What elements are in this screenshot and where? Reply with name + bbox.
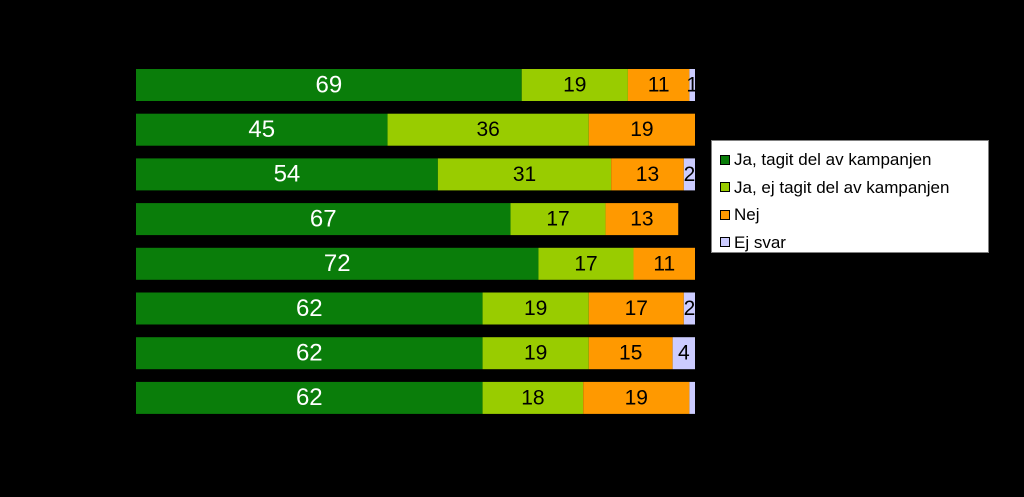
bar-nej-row-7: [588, 337, 673, 370]
data-label-series-1-row-2: 45: [248, 116, 275, 143]
data-label-series-4-row-3: 2: [684, 163, 696, 186]
data-label-series-4-row-7: 4: [678, 342, 690, 365]
legend-label-3: Ej svar: [734, 232, 786, 252]
bar-nej-row-6: [588, 292, 684, 325]
data-label-series-4-row-1: 1: [686, 74, 698, 97]
legend-item-3: Ej svar: [720, 229, 988, 257]
bar-ej-svar-row-3: [683, 158, 695, 191]
legend-label-0: Ja, tagit del av kampanjen: [734, 150, 932, 170]
data-label-series-1-row-8: 62: [296, 384, 323, 411]
legend-item-2: Nej: [720, 201, 988, 229]
data-label-series-2-row-4: 17: [546, 208, 569, 231]
data-label-series-1-row-3: 54: [274, 161, 301, 188]
data-label-series-3-row-4: 13: [630, 208, 653, 231]
bar-nej-row-5: [633, 247, 695, 280]
bar-ja-tagit-del-av-kampanjen-row-4: [136, 203, 511, 236]
legend-label-1: Ja, ej tagit del av kampanjen: [734, 177, 950, 197]
data-label-series-2-row-7: 19: [524, 342, 547, 365]
legend-item-0: Ja, tagit del av kampanjen: [720, 146, 988, 174]
bar-ja-ej-tagit-del-av-kampanjen-row-4: [510, 203, 606, 236]
bar-ja-ej-tagit-del-av-kampanjen-row-6: [482, 292, 589, 325]
bar-ja-tagit-del-av-kampanjen-row-6: [136, 292, 483, 325]
bar-ja-ej-tagit-del-av-kampanjen-row-3: [437, 158, 612, 191]
bar-nej-row-8: [583, 381, 690, 414]
bar-ej-svar-row-1: [689, 69, 695, 101]
data-label-series-2-row-6: 19: [524, 297, 547, 320]
bar-ja-tagit-del-av-kampanjen-row-7: [136, 337, 483, 370]
data-label-series-1-row-6: 62: [296, 295, 323, 322]
data-label-series-3-row-7: 15: [619, 342, 642, 365]
data-label-series-3-row-1: 11: [648, 74, 670, 97]
bar-ja-ej-tagit-del-av-kampanjen-row-2: [387, 113, 589, 146]
bar-ja-ej-tagit-del-av-kampanjen-row-7: [482, 337, 589, 370]
chart-legend: Ja, tagit del av kampanjen Ja, ej tagit …: [711, 140, 989, 253]
bar-ja-tagit-del-av-kampanjen-row-2: [136, 113, 388, 146]
bar-nej-row-3: [611, 158, 684, 191]
data-label-series-1-row-4: 67: [310, 205, 337, 232]
data-label-series-2-row-8: 18: [521, 386, 544, 409]
bar-ja-tagit-del-av-kampanjen-row-5: [136, 247, 539, 280]
bar-ja-ej-tagit-del-av-kampanjen-row-1: [521, 69, 628, 101]
data-label-series-1-row-1: 69: [316, 71, 343, 98]
bar-nej-row-4: [605, 203, 679, 236]
bar-ja-ej-tagit-del-av-kampanjen-row-8: [482, 381, 584, 414]
data-label-series-3-row-2: 19: [630, 118, 653, 141]
data-label-series-2-row-1: 19: [563, 74, 586, 97]
bar-nej-row-1: [627, 69, 690, 101]
data-label-series-3-row-8: 19: [625, 386, 648, 409]
data-label-series-2-row-5: 17: [574, 252, 597, 275]
bar-ej-svar-row-8: [689, 381, 695, 414]
legend-swatch-3: [720, 237, 730, 248]
legend-swatch-1: [720, 182, 730, 193]
data-label-series-1-row-7: 62: [296, 340, 323, 367]
bar-ja-tagit-del-av-kampanjen-row-3: [136, 158, 438, 191]
bar-nej-row-2: [588, 113, 695, 146]
legend-item-1: Ja, ej tagit del av kampanjen: [720, 174, 988, 202]
bar-ej-svar-row-6: [683, 292, 695, 325]
data-label-series-2-row-2: 36: [476, 118, 499, 141]
bar-ja-tagit-del-av-kampanjen-row-1: [136, 69, 522, 101]
data-label-series-3-row-3: 13: [636, 163, 659, 186]
data-label-series-3-row-5: 11: [653, 252, 675, 275]
bar-ja-tagit-del-av-kampanjen-row-8: [136, 381, 483, 414]
bar-ja-ej-tagit-del-av-kampanjen-row-5: [538, 247, 634, 280]
data-label-series-1-row-5: 72: [324, 250, 351, 277]
legend-swatch-2: [720, 209, 730, 220]
bar-ej-svar-row-7: [672, 337, 695, 370]
data-label-series-3-row-6: 17: [625, 297, 648, 320]
data-label-series-4-row-6: 2: [684, 297, 696, 320]
legend-swatch-0: [720, 154, 730, 165]
legend-label-2: Nej: [734, 205, 760, 225]
data-label-series-2-row-3: 31: [513, 163, 536, 186]
